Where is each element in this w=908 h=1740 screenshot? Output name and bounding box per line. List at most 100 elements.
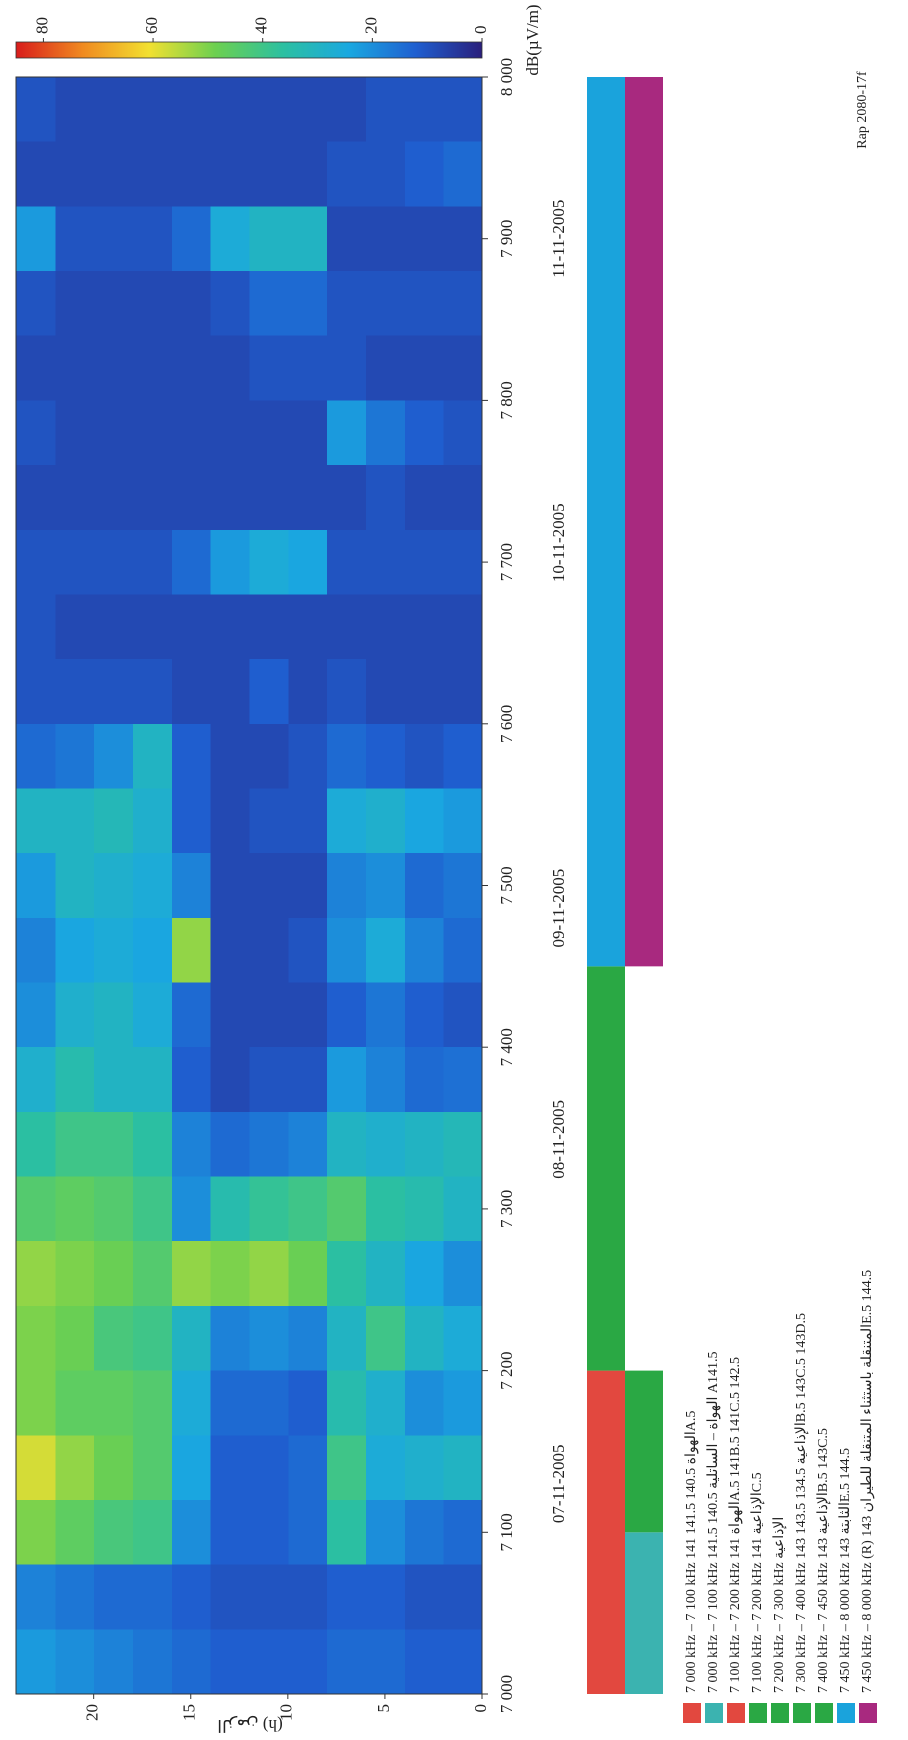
- heat-cell: [288, 1111, 327, 1176]
- heat-cell: [443, 465, 482, 530]
- heat-cell: [249, 1047, 288, 1112]
- x-tick-label: 7 800: [497, 381, 516, 419]
- heat-cell: [55, 1241, 94, 1306]
- heat-cell: [171, 1564, 210, 1629]
- heat-cell: [171, 529, 210, 594]
- heat-cell: [327, 1435, 366, 1500]
- heat-cell: [94, 982, 133, 1047]
- heat-cell: [171, 982, 210, 1047]
- colorbar-tick-label: 60: [142, 17, 161, 34]
- heat-cell: [366, 141, 405, 206]
- heat-cell: [16, 335, 55, 400]
- heat-cell: [288, 465, 327, 530]
- heat-cell: [133, 1047, 172, 1112]
- legend-text: 7 100 kHz – 7 200 kHz الهواة 141A.5 141B…: [728, 1357, 743, 1693]
- legend-text: 7 300 kHz – 7 400 kHz الإذاعية 134.5 143…: [794, 1313, 809, 1693]
- heat-cell: [133, 1629, 172, 1694]
- heat-cell: [55, 335, 94, 400]
- heat-cell: [249, 594, 288, 659]
- heat-cell: [366, 659, 405, 724]
- colorbar-tick-label: 80: [32, 17, 51, 34]
- heat-cell: [404, 465, 443, 530]
- heat-cell: [443, 77, 482, 142]
- heat-cell: [249, 465, 288, 530]
- heat-cell: [288, 271, 327, 336]
- heat-cell: [133, 917, 172, 982]
- heat-cell: [288, 529, 327, 594]
- heat-cell: [366, 1370, 405, 1435]
- legend-swatch: [793, 1703, 811, 1723]
- heat-cell: [366, 1111, 405, 1176]
- heat-cell: [249, 1435, 288, 1500]
- colorbar-label: dB(µV/m): [523, 4, 542, 75]
- heat-cell: [94, 1629, 133, 1694]
- heat-cell: [16, 659, 55, 724]
- heat-cell: [55, 1047, 94, 1112]
- heat-cell: [249, 400, 288, 465]
- heat-cell: [171, 1241, 210, 1306]
- heat-cell: [288, 141, 327, 206]
- date-label: 09-11-2005: [549, 869, 568, 948]
- heat-cell: [327, 141, 366, 206]
- heat-cell: [210, 141, 249, 206]
- heat-cell: [443, 788, 482, 853]
- heat-cell: [288, 1499, 327, 1564]
- heat-cell: [133, 206, 172, 271]
- heat-cell: [94, 1241, 133, 1306]
- heat-cell: [94, 1047, 133, 1112]
- heat-cell: [404, 77, 443, 142]
- heat-cell: [288, 1629, 327, 1694]
- heat-cell: [443, 400, 482, 465]
- heat-cell: [249, 723, 288, 788]
- heat-cell: [16, 529, 55, 594]
- heat-cell: [94, 853, 133, 918]
- heat-cell: [94, 1435, 133, 1500]
- heat-cell: [404, 335, 443, 400]
- heat-cell: [171, 206, 210, 271]
- heat-cell: [249, 659, 288, 724]
- heat-cell: [133, 1305, 172, 1370]
- heat-cell: [288, 400, 327, 465]
- heat-cell: [404, 659, 443, 724]
- heat-cell: [443, 206, 482, 271]
- allocation-band: [587, 1371, 625, 1694]
- heat-cell: [16, 982, 55, 1047]
- heat-cell: [55, 400, 94, 465]
- x-tick-label: 7 000: [497, 1675, 516, 1713]
- colorbar: [16, 42, 482, 58]
- heat-cell: [210, 1370, 249, 1435]
- heat-cell: [94, 1111, 133, 1176]
- legend-text: 7 450 kHz – 8 000 kHz (R) المتنقلة باستث…: [860, 1270, 875, 1693]
- heat-cell: [443, 1176, 482, 1241]
- heat-cell: [366, 206, 405, 271]
- heat-cell: [404, 1629, 443, 1694]
- legend-swatch: [859, 1703, 877, 1723]
- heat-cell: [133, 1564, 172, 1629]
- heat-cell: [94, 465, 133, 530]
- heat-cell: [249, 77, 288, 142]
- colorbar-tick-label: 20: [361, 17, 380, 34]
- heat-cell: [210, 594, 249, 659]
- heat-cell: [94, 1176, 133, 1241]
- heat-cell: [210, 1629, 249, 1694]
- heat-cell: [366, 529, 405, 594]
- heat-cell: [249, 1629, 288, 1694]
- heat-cell: [288, 594, 327, 659]
- heat-cell: [171, 141, 210, 206]
- heat-cell: [249, 529, 288, 594]
- heat-cell: [288, 1241, 327, 1306]
- heat-cell: [366, 853, 405, 918]
- heat-cell: [443, 141, 482, 206]
- heat-cell: [171, 917, 210, 982]
- heat-cell: [55, 271, 94, 336]
- heat-cell: [210, 271, 249, 336]
- heat-cell: [366, 788, 405, 853]
- heat-cell: [16, 77, 55, 142]
- heat-cell: [327, 1305, 366, 1370]
- legend-swatch: [837, 1703, 855, 1723]
- heat-cell: [210, 1111, 249, 1176]
- heat-cell: [404, 141, 443, 206]
- heat-cell: [133, 400, 172, 465]
- heat-cell: [133, 141, 172, 206]
- heat-cell: [288, 982, 327, 1047]
